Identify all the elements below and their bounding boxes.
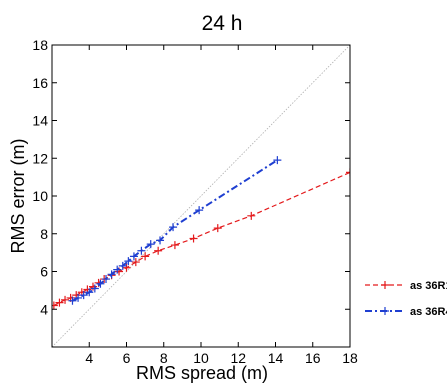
- y-tick-label: 18: [32, 37, 48, 53]
- data-point: [79, 291, 88, 300]
- legend-label: as 36R1: [410, 280, 447, 292]
- data-point: [107, 270, 116, 279]
- series-2: [68, 156, 282, 305]
- axes: 4 6 8 10 12 14 16 18 4 6 8 10 12 14 16 18: [32, 37, 358, 366]
- data-point: [247, 211, 256, 220]
- x-tick-label: 12: [230, 350, 246, 366]
- y-tick-label: 10: [32, 188, 48, 204]
- data-point: [55, 298, 64, 307]
- x-tick-label: 6: [123, 350, 131, 366]
- y-tick-label: 6: [40, 264, 48, 280]
- data-point: [52, 301, 58, 310]
- data-point: [68, 296, 77, 305]
- data-point: [195, 206, 204, 215]
- data-point: [90, 284, 99, 293]
- y-tick-label: 8: [40, 226, 48, 242]
- data-point: [113, 265, 122, 274]
- data-point: [137, 246, 146, 255]
- y-tick-label: 12: [32, 150, 48, 166]
- x-tick-label: 18: [342, 350, 358, 366]
- data-point: [141, 252, 150, 261]
- data-point: [124, 257, 133, 266]
- data-point: [131, 258, 140, 267]
- data-point: [169, 223, 178, 232]
- legend-marker: [381, 307, 389, 315]
- data-point: [146, 240, 155, 249]
- data-point: [88, 282, 97, 291]
- data-point: [189, 234, 198, 243]
- x-tick-label: 14: [268, 350, 284, 366]
- legend: as 36R1 as 36R4: [365, 280, 447, 318]
- data-point: [170, 241, 179, 250]
- x-tick-label: 10: [193, 350, 209, 366]
- x-tick-label: 4: [85, 350, 93, 366]
- data-point: [118, 261, 127, 270]
- data-point: [122, 263, 131, 272]
- plot-area: [51, 44, 351, 348]
- x-tick-label: 8: [160, 350, 168, 366]
- data-point: [213, 224, 222, 233]
- data-point: [102, 275, 111, 284]
- y-tick-label: 14: [32, 113, 48, 129]
- data-point: [74, 293, 83, 302]
- y-tick-label: 16: [32, 75, 48, 91]
- y-axis-title: RMS error (m): [8, 139, 28, 254]
- data-point: [154, 246, 163, 255]
- data-point: [61, 295, 70, 304]
- legend-label: as 36R4: [410, 306, 447, 318]
- x-tick-label: 16: [305, 350, 321, 366]
- chart-title: 24 h: [202, 12, 243, 35]
- data-point: [85, 288, 94, 297]
- x-axis-title: RMS spread (m): [136, 363, 268, 383]
- y-tick-label: 4: [40, 301, 48, 317]
- data-point: [96, 279, 105, 288]
- data-point: [273, 156, 282, 165]
- data-point: [129, 252, 138, 261]
- data-point: [346, 168, 350, 177]
- data-point: [156, 236, 165, 245]
- legend-marker: [381, 281, 389, 289]
- diagonal-reference-line: [51, 44, 351, 348]
- series-line: [72, 159, 278, 302]
